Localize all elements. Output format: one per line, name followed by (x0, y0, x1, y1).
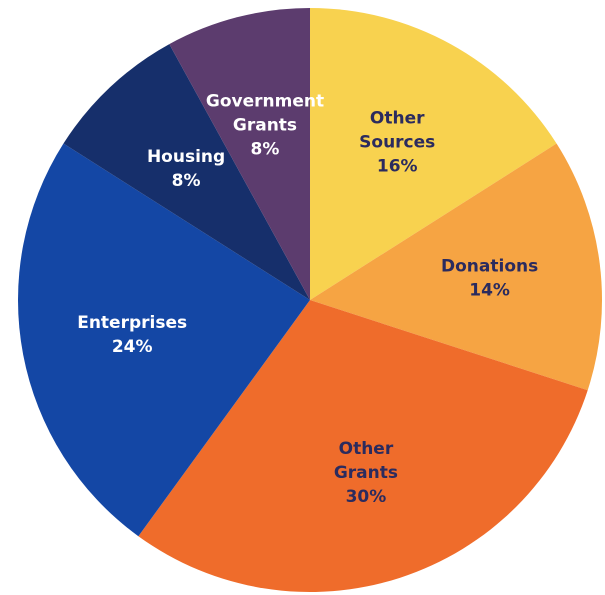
pie-label-name-line: Other (339, 439, 394, 459)
pie-slice-other-sources (310, 8, 557, 300)
pie-label-name-line: Grants (334, 463, 398, 483)
pie-label-donations: Donations 14% (441, 256, 538, 300)
pie-slice-housing (63, 44, 311, 300)
pie-label-value: 8% (172, 171, 201, 191)
pie-label-government-grants: Government Grants 8% (206, 92, 324, 160)
pie-label-value: 8% (251, 140, 280, 160)
pie-label-name-line: Donations (441, 256, 538, 276)
pie-label-other-grants: Other Grants 30% (334, 439, 398, 507)
pie-label-value: 30% (346, 487, 387, 507)
pie-label-name-line: Government (206, 92, 324, 112)
pie-slices (17, 8, 602, 592)
pie-label-housing: Housing 8% (147, 147, 225, 191)
pie-labels: Other Sources 16% Donations 14% Other Grants 30… (77, 92, 538, 508)
pie-label-value: 24% (112, 337, 153, 357)
pie-label-name-line: Other (370, 108, 425, 128)
pie-slice-enterprises (17, 143, 311, 537)
pie-label-name-line: Sources (359, 132, 435, 152)
pie-label-other-sources: Other Sources 16% (359, 108, 435, 176)
pie-slice-other-grants (138, 300, 588, 592)
pie-label-value: 16% (377, 156, 418, 176)
pie-slice-government-grants (169, 8, 310, 300)
pie-label-name-line: Housing (147, 147, 225, 167)
pie-label-value: 14% (469, 280, 510, 300)
pie-slice-donations (310, 143, 602, 391)
pie-label-enterprises: Enterprises 24% (77, 313, 187, 357)
pie-label-name-line: Grants (233, 116, 297, 136)
pie-label-name-line: Enterprises (77, 313, 187, 333)
